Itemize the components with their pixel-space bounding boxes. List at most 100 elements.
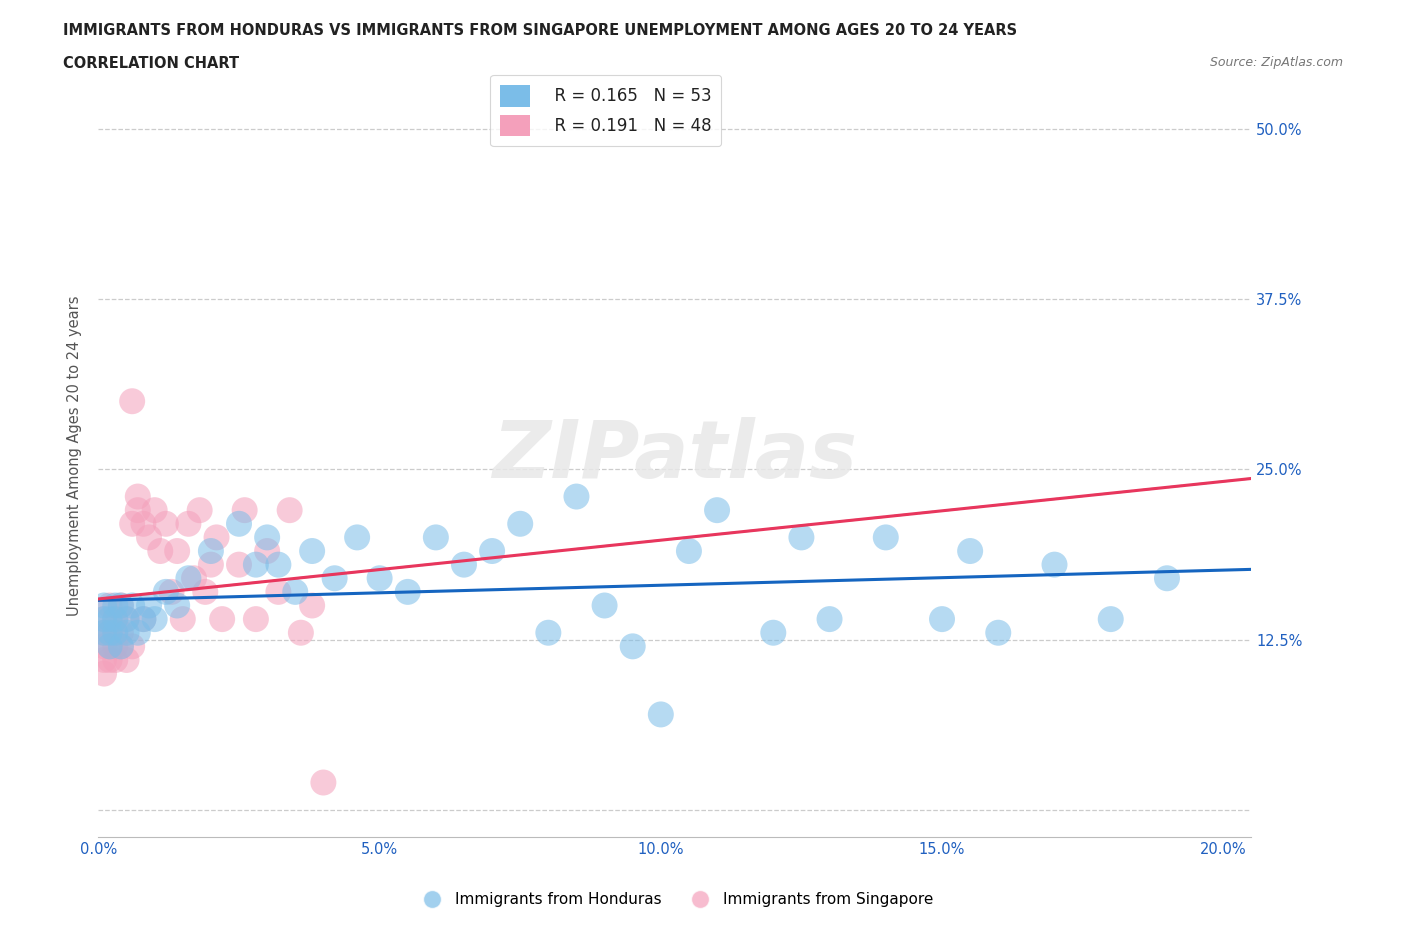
Point: [104, 653, 127, 668]
Y-axis label: Unemployment Among Ages 20 to 24 years: Unemployment Among Ages 20 to 24 years: [67, 296, 83, 616]
Point: [121, 598, 143, 613]
Point: [121, 516, 143, 531]
Point: [875, 530, 897, 545]
Point: [93, 625, 115, 640]
Point: [93, 612, 115, 627]
Point: [115, 625, 138, 640]
Point: [762, 625, 785, 640]
Point: [115, 653, 138, 668]
Point: [127, 625, 149, 640]
Point: [177, 516, 200, 531]
Point: [93, 612, 115, 627]
Point: [104, 625, 127, 640]
Point: [301, 544, 323, 559]
Point: [200, 544, 222, 559]
Point: [166, 598, 188, 613]
Point: [211, 612, 233, 627]
Point: [228, 557, 250, 572]
Point: [98, 639, 121, 654]
Point: [301, 598, 323, 613]
Point: [98, 625, 121, 640]
Point: [110, 639, 132, 654]
Point: [143, 503, 166, 518]
Point: [233, 503, 256, 518]
Point: [245, 612, 267, 627]
Point: [115, 612, 138, 627]
Point: [267, 584, 290, 599]
Point: [138, 530, 160, 545]
Point: [205, 530, 228, 545]
Point: [565, 489, 588, 504]
Point: [278, 503, 301, 518]
Point: [98, 598, 121, 613]
Legend: Immigrants from Honduras, Immigrants from Singapore: Immigrants from Honduras, Immigrants fro…: [411, 886, 939, 913]
Point: [110, 598, 132, 613]
Point: [312, 775, 335, 790]
Point: [509, 516, 531, 531]
Point: [104, 639, 127, 654]
Point: [93, 598, 115, 613]
Point: [818, 612, 841, 627]
Point: [110, 625, 132, 640]
Point: [132, 612, 155, 627]
Point: [188, 503, 211, 518]
Point: [98, 653, 121, 668]
Point: [98, 639, 121, 654]
Text: CORRELATION CHART: CORRELATION CHART: [63, 56, 239, 71]
Point: [138, 598, 160, 613]
Point: [104, 625, 127, 640]
Point: [98, 625, 121, 640]
Point: [93, 653, 115, 668]
Point: [706, 503, 728, 518]
Point: [1043, 557, 1066, 572]
Point: [93, 666, 115, 681]
Point: [194, 584, 217, 599]
Point: [267, 557, 290, 572]
Point: [346, 530, 368, 545]
Point: [127, 503, 149, 518]
Point: [323, 571, 346, 586]
Point: [228, 516, 250, 531]
Point: [678, 544, 700, 559]
Point: [621, 639, 644, 654]
Point: [453, 557, 475, 572]
Point: [959, 544, 981, 559]
Point: [183, 571, 205, 586]
Point: [104, 612, 127, 627]
Text: IMMIGRANTS FROM HONDURAS VS IMMIGRANTS FROM SINGAPORE UNEMPLOYMENT AMONG AGES 20: IMMIGRANTS FROM HONDURAS VS IMMIGRANTS F…: [63, 23, 1018, 38]
Point: [177, 571, 200, 586]
Point: [149, 544, 172, 559]
Point: [396, 584, 419, 599]
Point: [790, 530, 813, 545]
Point: [98, 612, 121, 627]
Point: [143, 612, 166, 627]
Point: [110, 598, 132, 613]
Point: [1099, 612, 1122, 627]
Point: [155, 584, 177, 599]
Point: [155, 516, 177, 531]
Point: [121, 639, 143, 654]
Point: [650, 707, 672, 722]
Text: ZIPatlas: ZIPatlas: [492, 417, 858, 495]
Point: [1156, 571, 1178, 586]
Point: [166, 544, 188, 559]
Point: [290, 625, 312, 640]
Point: [368, 571, 391, 586]
Point: [110, 639, 132, 654]
Point: [121, 393, 143, 408]
Point: [931, 612, 953, 627]
Point: [104, 612, 127, 627]
Point: [200, 557, 222, 572]
Point: [245, 557, 267, 572]
Point: [132, 612, 155, 627]
Point: [93, 625, 115, 640]
Point: [115, 612, 138, 627]
Point: [256, 530, 278, 545]
Point: [593, 598, 616, 613]
Point: [172, 612, 194, 627]
Point: [284, 584, 307, 599]
Point: [127, 489, 149, 504]
Text: Source: ZipAtlas.com: Source: ZipAtlas.com: [1209, 56, 1343, 69]
Point: [425, 530, 447, 545]
Point: [987, 625, 1010, 640]
